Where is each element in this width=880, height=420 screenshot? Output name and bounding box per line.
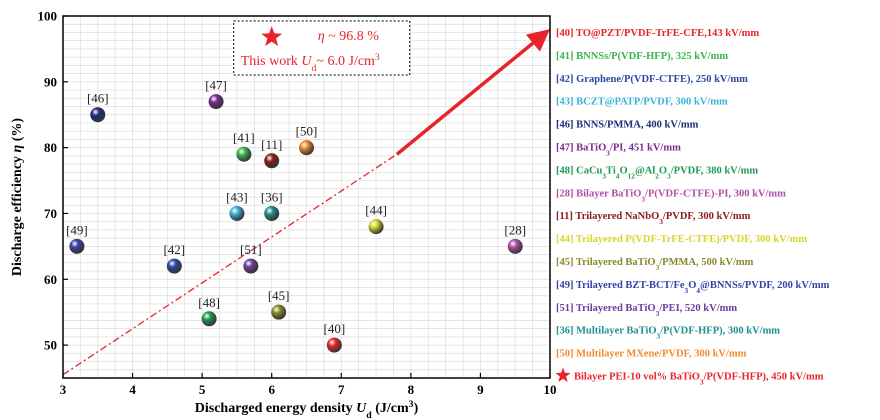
point-label: [28] [504, 222, 526, 237]
annotation-energy: This work Ud~ 6.0 J/cm3 [241, 52, 380, 74]
x-tick-label: 6 [268, 382, 275, 397]
y-tick-label: 90 [44, 74, 57, 89]
legend-entry: [36] Multilayer BaTiO3/P(VDF-HFP), 300 k… [556, 326, 780, 341]
legend-entry: [46] BNNS/PMMA, 400 kV/mm [556, 120, 699, 131]
annotation-box [233, 20, 411, 76]
axis-titles: Discharged energy density Ud (J/cm3) Disc… [10, 118, 419, 420]
x-tick-label: 7 [338, 382, 345, 397]
point-label: [51] [240, 242, 262, 257]
legend-entry: [40] TO@PZT/PVDF-TrFE-CFE,143 kV/mm [556, 28, 759, 39]
point-label: [45] [268, 288, 290, 303]
point-label: [46] [87, 91, 109, 106]
x-tick-label: 9 [477, 382, 484, 397]
data-point-36 [264, 205, 280, 221]
data-point-28 [507, 238, 523, 254]
legend-entry: [47] BaTiO3/PI, 451 kV/mm [556, 143, 681, 158]
legend-entry: [43] BCZT@PATP/PVDF, 300 kV/mm [556, 97, 728, 108]
legend-entry: [48] CaCu3Ti4O12@Al2O3/PVDF, 380 kV/mm [556, 165, 758, 180]
data-point-47 [208, 94, 224, 110]
point-label: [40] [323, 321, 345, 336]
legend-entry: [41] BNNSs/P(VDF-HFP), 325 kV/mm [556, 51, 728, 62]
grid-lines [62, 15, 551, 379]
data-point-40 [326, 337, 342, 353]
plot-frame [62, 15, 551, 379]
legend-entry: [44] Trilayered P(VDF-TrFE-CTFE)/PVDF, 3… [556, 234, 807, 245]
y-tick-label: 50 [44, 338, 57, 353]
data-point-44 [368, 219, 384, 235]
point-label: [44] [365, 203, 387, 218]
legend-entry: [42] Graphene/P(VDF-CTFE), 250 kV/mm [556, 74, 748, 85]
x-tick-label: 3 [60, 382, 67, 397]
data-point-48 [201, 311, 217, 327]
legend-entry: [51] Trilayered BaTiO3/PEI, 520 kV/mm [556, 303, 737, 318]
trend-arrow-shaft [395, 41, 535, 156]
y-tick-label: 100 [38, 9, 58, 24]
x-tick-label: 8 [408, 382, 415, 397]
legend-entry: [28] Bilayer BaTiO3/P(VDF-CTFE)-PI, 300 … [556, 188, 786, 203]
data-point-50 [299, 140, 314, 156]
point-label: [36] [261, 189, 283, 204]
legend: [40] TO@PZT/PVDF-TrFE-CFE,143 kV/mm [41] … [555, 28, 830, 387]
point-label: [47] [205, 78, 227, 93]
axis-ticks: 3 4 5 6 7 8 9 10 50 60 70 80 90 100 [38, 9, 557, 398]
data-point-51 [243, 258, 259, 274]
x-tick-label: 10 [544, 382, 557, 397]
x-tick-label: 4 [129, 382, 136, 397]
data-point-45 [271, 304, 287, 320]
data-point-49 [69, 238, 85, 254]
y-tick-label: 60 [44, 272, 57, 287]
trend-dashdot-line [62, 153, 398, 376]
point-label: [49] [66, 222, 88, 237]
point-label: [11] [261, 137, 282, 152]
point-label: [50] [296, 124, 318, 139]
x-tick-label: 5 [199, 382, 206, 397]
legend-entry: [49] Trilayered BZT-BCT/Fe3O4@BNNSs/PVDF… [556, 280, 830, 295]
trend-line [62, 29, 550, 376]
trend-arrow-head [526, 29, 550, 52]
this-work-annotation: η ~ 96.8 % This work Ud~ 6.0 J/cm3 [233, 20, 411, 76]
this-work-star [261, 26, 283, 46]
legend-entry: Bilayer PEI-10 vol% BaTiO3/P(VDF-HFP), 4… [574, 372, 824, 387]
legend-star-icon [555, 367, 571, 382]
data-point-46 [90, 107, 106, 123]
data-point-11 [264, 153, 280, 169]
data-points: [40] [41] [42] [43] [46] [47] [48] [28] [11] [44]… [66, 78, 526, 353]
point-label: [48] [198, 295, 220, 310]
data-point-42 [166, 258, 182, 274]
legend-entry: [45] Trilayered BaTiO3/PMMA, 500 kV/mm [556, 257, 754, 272]
data-point-43 [229, 205, 245, 221]
x-axis-title: Discharged energy density Ud (J/cm3) [195, 399, 419, 420]
y-tick-label: 80 [44, 140, 57, 155]
point-label: [41] [233, 130, 255, 145]
data-point-41 [236, 146, 252, 162]
legend-entry: [11] Trilayered NaNbO3/PVDF, 300 kV/mm [556, 211, 751, 226]
legend-entry: [50] Multilayer MXene/PVDF, 300 kV/mm [556, 349, 747, 360]
y-axis-title: Discharge efficiency η (%) [10, 118, 25, 276]
annotation-efficiency: η ~ 96.8 % [318, 29, 380, 44]
point-label: [43] [226, 189, 248, 204]
point-label: [42] [163, 242, 185, 257]
y-tick-label: 70 [44, 206, 57, 221]
